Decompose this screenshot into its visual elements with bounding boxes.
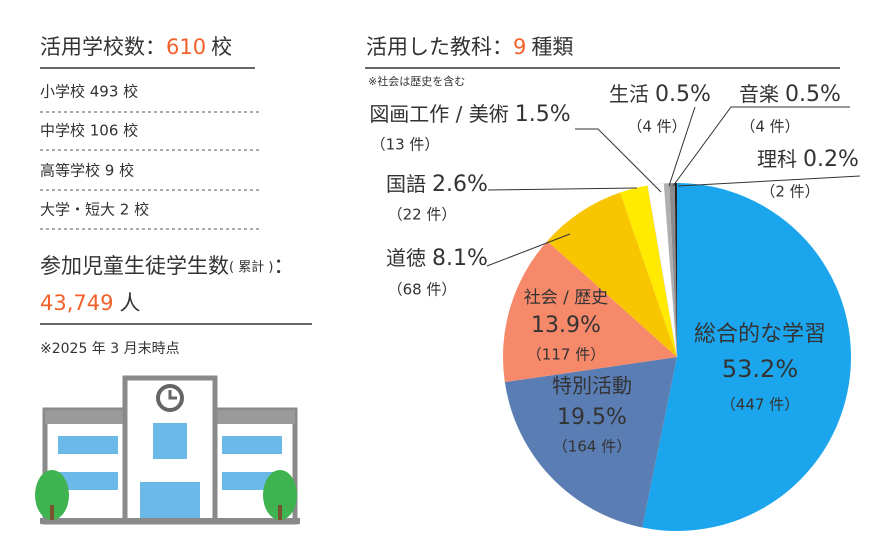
school-item: 大学・短大 2 校	[40, 201, 149, 219]
participants-colon: ：	[273, 254, 294, 278]
slice-value: 8.1%	[432, 246, 488, 271]
leader-line	[486, 233, 571, 267]
slice-label: 道徳 8.1%	[386, 246, 488, 272]
school-item: 中学校 106 校	[40, 122, 138, 140]
school-illustration	[35, 375, 300, 525]
chart-note: ※社会は歴史を含む	[368, 74, 465, 88]
leader-line	[575, 128, 662, 193]
slice-label: 理科 0.2%	[757, 147, 859, 173]
schools-unit: 校	[211, 35, 232, 59]
school-item: 小学校 493 校	[40, 83, 138, 101]
school-item: 高等学校 9 校	[40, 162, 134, 180]
slice-name: 社会 / 歴史	[524, 288, 609, 308]
slice-name: 総合的な学習	[694, 322, 826, 347]
participants-unit: 人	[119, 291, 140, 315]
slice-name: 特別活動	[552, 374, 632, 398]
slice-count: （2 件）	[760, 183, 819, 201]
leader-line	[672, 106, 850, 187]
slice-value: 0.5%	[655, 82, 711, 107]
subject-count: 9	[513, 35, 526, 59]
participants-heading: 参加児童生徒学生数( 累計 )：	[40, 254, 294, 278]
chart-title-label: 活用した教科：	[366, 35, 513, 59]
participants-qualifier: ( 累計 )	[229, 259, 273, 275]
slice-name: 道徳	[386, 246, 426, 270]
slice-label: 生活 0.5%	[609, 82, 711, 108]
participants-value: 43,749 人	[40, 291, 140, 315]
pie-slice	[620, 185, 677, 357]
slice-value: 13.9%	[531, 313, 601, 338]
pie-slice	[503, 241, 677, 383]
slice-label: 図画工作 / 美術 1.5%	[369, 102, 570, 128]
slice-name: 図画工作 / 美術	[369, 102, 508, 126]
slice-count: （22 件）	[388, 206, 457, 224]
participants-total: 43,749	[40, 291, 113, 315]
as-of-note: ※2025 年 3 月末時点	[40, 341, 180, 357]
pie-slice	[669, 183, 677, 357]
slice-name: 国語	[386, 172, 426, 196]
slice-count: （4 件）	[627, 118, 686, 136]
pie	[503, 183, 852, 531]
slice-value: 2.6%	[432, 172, 488, 197]
pie-slice	[504, 357, 677, 528]
leader-line	[677, 175, 861, 187]
slice-count: （68 件）	[388, 281, 457, 299]
pie-slice	[647, 183, 678, 358]
schools-total: 610	[166, 35, 206, 59]
slice-count: （447 件）	[721, 396, 799, 414]
slice-value: 53.2%	[722, 355, 798, 383]
participants-label: 参加児童生徒学生数	[40, 254, 229, 278]
slice-label: 国語 2.6%	[386, 172, 488, 198]
leader-line	[487, 187, 638, 191]
pie-slice	[547, 192, 677, 357]
subject-unit: 種類	[531, 35, 573, 59]
leader-line	[668, 106, 696, 187]
schools-label: 活用学校数：	[40, 35, 166, 59]
slice-name: 音楽	[739, 82, 779, 106]
slice-count: （13 件）	[371, 136, 440, 154]
pie-labels: 総合的な学習 53.2% （447 件） 特別活動 19.5% （164 件） 社会 / 歴…	[369, 82, 861, 456]
slice-count: （4 件）	[740, 118, 799, 136]
slice-name: 理科	[757, 147, 797, 171]
chart-title: 活用した教科：9 種類	[366, 35, 573, 59]
slice-value: 19.5%	[557, 405, 627, 430]
slice-count: （164 件）	[553, 438, 631, 456]
slice-value: 1.5%	[515, 102, 571, 127]
pie-slice	[674, 183, 677, 357]
pie-slice	[642, 183, 852, 531]
slice-value: 0.2%	[803, 147, 859, 172]
slice-label: 音楽 0.5%	[739, 82, 841, 108]
slice-count: （117 件）	[527, 346, 605, 364]
schools-heading: 活用学校数：610 校	[40, 35, 232, 59]
slice-name: 生活	[609, 82, 649, 106]
pie-slice	[663, 183, 677, 357]
slice-value: 0.5%	[785, 82, 841, 107]
